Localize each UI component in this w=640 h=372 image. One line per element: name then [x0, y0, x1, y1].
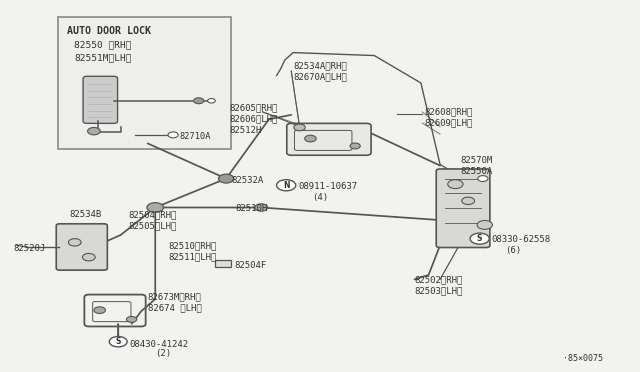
- Text: 82605〈RH〉: 82605〈RH〉: [229, 104, 278, 113]
- Text: 82504F: 82504F: [234, 261, 267, 270]
- Circle shape: [109, 336, 127, 347]
- Text: S: S: [115, 337, 121, 346]
- Circle shape: [305, 135, 316, 142]
- Text: 82609〈LH〉: 82609〈LH〉: [425, 119, 473, 128]
- Text: AUTO DOOR LOCK: AUTO DOOR LOCK: [67, 26, 151, 36]
- Bar: [58, 17, 230, 149]
- Text: 82504〈RH〉: 82504〈RH〉: [129, 211, 177, 219]
- Text: 82503〈LH〉: 82503〈LH〉: [415, 286, 463, 295]
- FancyBboxPatch shape: [83, 76, 118, 124]
- Circle shape: [193, 98, 204, 104]
- Text: 82511〈LH〉: 82511〈LH〉: [168, 253, 216, 262]
- Circle shape: [477, 221, 492, 230]
- Text: 82674 〈LH〉: 82674 〈LH〉: [148, 303, 202, 312]
- Circle shape: [350, 143, 360, 149]
- Text: 82505〈LH〉: 82505〈LH〉: [129, 221, 177, 231]
- Circle shape: [448, 180, 463, 189]
- Circle shape: [218, 174, 234, 183]
- Circle shape: [94, 307, 106, 314]
- Circle shape: [462, 197, 474, 205]
- Circle shape: [88, 128, 100, 135]
- Text: N: N: [283, 181, 289, 190]
- Text: ·85×0075: ·85×0075: [563, 354, 603, 363]
- Text: 82550A: 82550A: [461, 167, 493, 176]
- Circle shape: [477, 176, 488, 182]
- Text: S: S: [477, 234, 483, 243]
- Text: 82510〈RH〉: 82510〈RH〉: [168, 241, 216, 250]
- Circle shape: [147, 203, 164, 212]
- Text: 82502〈RH〉: 82502〈RH〉: [415, 275, 463, 284]
- Text: 82606〈LH〉: 82606〈LH〉: [229, 115, 278, 124]
- Text: 82670A〈LH〉: 82670A〈LH〉: [293, 72, 347, 81]
- Circle shape: [276, 180, 296, 191]
- Circle shape: [294, 124, 305, 131]
- Circle shape: [168, 132, 178, 138]
- Text: 82551M〈LH〉: 82551M〈LH〉: [74, 53, 132, 62]
- Text: 82608〈RH〉: 82608〈RH〉: [425, 108, 473, 116]
- Circle shape: [83, 253, 95, 261]
- Circle shape: [255, 204, 268, 211]
- Text: 82534B: 82534B: [70, 211, 102, 219]
- Circle shape: [470, 233, 489, 244]
- Circle shape: [207, 99, 215, 103]
- Text: 82570M: 82570M: [461, 156, 493, 165]
- Text: 82520J: 82520J: [13, 244, 45, 253]
- Circle shape: [127, 317, 137, 323]
- Text: 82510H: 82510H: [236, 204, 268, 213]
- Circle shape: [68, 238, 81, 246]
- Text: 08430-41242: 08430-41242: [130, 340, 189, 349]
- Text: 82512H: 82512H: [229, 126, 262, 135]
- Text: 82534A〈RH〉: 82534A〈RH〉: [293, 61, 347, 70]
- Bar: [214, 260, 231, 267]
- Text: 08330-62558: 08330-62558: [491, 235, 550, 244]
- Text: 82532A: 82532A: [232, 176, 264, 185]
- Text: (2): (2): [156, 349, 172, 358]
- FancyBboxPatch shape: [436, 169, 490, 247]
- Text: 82710A: 82710A: [179, 132, 211, 141]
- Text: (4): (4): [312, 193, 328, 202]
- Text: 08911-10637: 08911-10637: [298, 182, 357, 191]
- FancyBboxPatch shape: [287, 124, 371, 155]
- FancyBboxPatch shape: [56, 224, 108, 270]
- Text: 82673M〈RH〉: 82673M〈RH〉: [148, 292, 202, 301]
- Text: 82550 〈RH〉: 82550 〈RH〉: [74, 41, 132, 50]
- Text: (6): (6): [505, 246, 522, 255]
